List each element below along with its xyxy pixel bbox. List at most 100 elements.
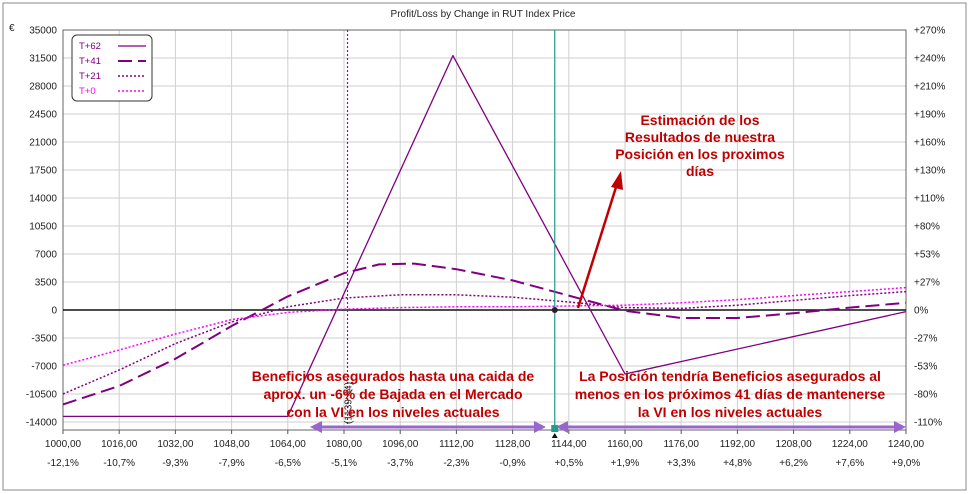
- x-tick-label: 1224,00: [832, 439, 869, 450]
- right-tick-label: -110%: [914, 418, 942, 429]
- annotation-downside: Beneficios asegurados hasta una caida de…: [252, 368, 535, 420]
- right-tick-label: +240%: [914, 54, 946, 65]
- x-pct-label: +0,5%: [554, 458, 583, 469]
- estimation-line-4: días: [686, 163, 714, 179]
- x-pct-label: -10,7%: [103, 458, 135, 469]
- y-tick-label: -3500: [31, 334, 57, 345]
- right-tick-label: +210%: [914, 82, 946, 93]
- right-tick-label: +53%: [914, 250, 940, 261]
- right-tick-labels: +270% +240% +210% +190% +160% +130% +110% +80% +…: [914, 26, 946, 429]
- x-pct-label: -3,7%: [387, 458, 413, 469]
- series-line-tplus21: [62, 290, 907, 395]
- x-pct-label: -5,1%: [331, 458, 357, 469]
- right-tick-label: +270%: [914, 26, 946, 37]
- y-tick-label: -7000: [31, 362, 57, 373]
- x-tick-label: 1064,00: [270, 439, 307, 450]
- right-tick-label: +110%: [914, 194, 945, 205]
- chart-title: Profit/Loss by Change in RUT Index Price: [391, 9, 576, 20]
- current-price-dot: [551, 307, 558, 313]
- x-tick-label: 1128,00: [495, 439, 531, 450]
- legend-label: T+21: [79, 71, 101, 82]
- x-pct-label: -9,3%: [162, 458, 188, 469]
- x-tick-label: 1160,00: [607, 439, 643, 450]
- downside-arrow-right: [534, 421, 546, 433]
- y-tick-label: 0: [51, 306, 57, 317]
- upside-arrow-left: [556, 421, 568, 433]
- right-tick-label: +27%: [914, 278, 940, 289]
- x-tick-label: 1032,00: [157, 439, 194, 450]
- estimation-arrow-head: [611, 171, 623, 190]
- current-price-tick: [551, 433, 558, 438]
- y-tick-label: 3500: [35, 278, 58, 289]
- x-tick-label: 1112,00: [439, 439, 474, 450]
- x-pct-label: -2,3%: [443, 458, 469, 469]
- y-tick-label: -14000: [26, 418, 58, 429]
- x-tick-label: 1208,00: [776, 439, 813, 450]
- x-tick-label: 1096,00: [382, 439, 419, 450]
- x-pct-label: -7,9%: [219, 458, 245, 469]
- y-tick-label: 31500: [29, 54, 57, 65]
- y-tick-label: 35000: [29, 26, 57, 37]
- series-line-tplus62: [63, 54, 907, 418]
- right-tick-label: -27%: [914, 334, 937, 345]
- series-line-tplus41: [62, 262, 907, 406]
- y-tick-label: 24500: [29, 110, 57, 121]
- x-pct-label: +9,0%: [892, 458, 921, 469]
- currency-symbol: €: [9, 23, 15, 34]
- y-tick-label: -10500: [26, 390, 58, 401]
- upside-line-1: La Posición tendría Beneficios asegurado…: [579, 368, 881, 384]
- y-tick-label: 10500: [29, 222, 57, 233]
- right-tick-label: -53%: [914, 362, 937, 373]
- x-tick-label: 1080,00: [326, 439, 363, 450]
- downside-line-1: Beneficios asegurados hasta una caida de: [252, 368, 535, 384]
- right-tick-label: 0%: [914, 306, 929, 317]
- x-tick-label: 1048,00: [214, 439, 251, 450]
- legend-label: T+41: [79, 56, 101, 67]
- x-pct-label: +4,8%: [723, 458, 752, 469]
- downside-arrow-left: [310, 421, 322, 433]
- range-arrows: [310, 421, 906, 433]
- price-markers: (1139.34): [344, 30, 559, 438]
- y-tick-label: 28000: [29, 82, 57, 93]
- plot-frame: [62, 29, 907, 431]
- series-lines: [62, 54, 907, 418]
- annotation-estimation: Estimación de los Resultados de nuestra …: [576, 112, 785, 309]
- upside-arrow-right: [894, 421, 906, 433]
- current-price-label: (1139.34): [344, 382, 355, 424]
- current-price-square: [551, 425, 559, 432]
- annotation-upside: La Posición tendría Beneficios asegurado…: [575, 368, 886, 420]
- y-tick-label: 14000: [29, 194, 57, 205]
- x-pct-label: +1,9%: [611, 458, 640, 469]
- upside-line-2: menos en los próximos 41 días de mantene…: [575, 386, 886, 402]
- upside-line-3: la VI en los niveles actuales: [638, 404, 823, 420]
- right-tick-label: +80%: [914, 222, 940, 233]
- estimation-line-3: Posición en los proximos: [615, 146, 785, 162]
- estimation-line-2: Resultados de nuestra: [625, 129, 775, 145]
- x-tick-labels: 1000,00 -12,1% 1016,00 -10,7% 1032,00 -9,3% 10…: [45, 439, 925, 469]
- y-tick-label: 7000: [35, 250, 58, 261]
- x-pct-label: +6,2%: [779, 458, 808, 469]
- legend-items: T+62 T+41 T+21 T+0: [79, 41, 146, 97]
- x-tick-label: 1176,00: [663, 439, 699, 450]
- x-tick-label: 1192,00: [720, 439, 756, 450]
- axes: [62, 29, 907, 434]
- downside-line-3: con la VI en los niveles actuales: [286, 404, 499, 420]
- right-tick-label: +130%: [914, 166, 946, 177]
- x-pct-label: +7,6%: [835, 458, 864, 469]
- x-pct-label: -12,1%: [47, 458, 79, 469]
- x-tick-label: 1016,00: [101, 439, 138, 450]
- right-tick-label: -80%: [914, 390, 937, 401]
- estimation-line-1: Estimación de los: [640, 112, 759, 128]
- x-tick-label: 1000,00: [45, 439, 82, 450]
- legend-label: T+0: [79, 86, 96, 97]
- right-tick-label: +190%: [914, 110, 946, 121]
- y-tick-label: 21000: [29, 138, 57, 149]
- legend: T+62 T+41 T+21 T+0: [71, 34, 153, 102]
- y-tick-labels: 3500031500280002450021000175001400010500…: [26, 26, 58, 429]
- legend-box: [71, 34, 153, 102]
- legend-label: T+62: [79, 41, 101, 52]
- series-line-tplus0: [62, 286, 907, 366]
